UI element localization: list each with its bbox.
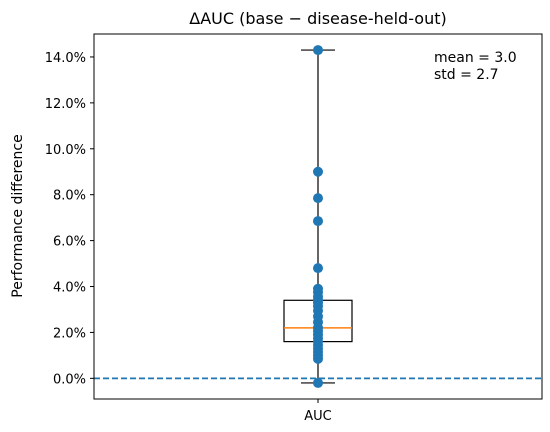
y-tick-label: 0.0% bbox=[53, 372, 86, 387]
data-point bbox=[313, 45, 323, 56]
x-axis-ticks: AUC bbox=[304, 399, 332, 424]
std-annotation: std = 2.7 bbox=[434, 67, 499, 83]
y-tick-label: 14.0% bbox=[45, 51, 86, 66]
data-point bbox=[313, 263, 323, 274]
y-tick-label: 6.0% bbox=[53, 235, 86, 250]
y-axis-ticks: 0.0% 2.0% 4.0% 6.0% 8.0% 10.0% 12.0% 14.0% bbox=[45, 51, 94, 387]
data-point bbox=[313, 216, 323, 227]
y-axis-label: Performance difference bbox=[10, 134, 26, 297]
y-tick-label: 12.0% bbox=[45, 97, 86, 112]
y-tick-label: 2.0% bbox=[53, 326, 86, 341]
x-tick-label: AUC bbox=[304, 409, 332, 424]
data-points bbox=[313, 45, 323, 388]
data-point bbox=[313, 193, 323, 204]
chart-title: ΔAUC (base − disease-held-out) bbox=[189, 9, 446, 28]
y-tick-label: 4.0% bbox=[53, 281, 86, 296]
data-point bbox=[313, 353, 323, 364]
data-point bbox=[313, 377, 323, 388]
y-tick-label: 8.0% bbox=[53, 189, 86, 204]
plot-area-frame bbox=[93, 33, 543, 400]
y-tick-label: 10.0% bbox=[45, 143, 86, 158]
data-point bbox=[313, 166, 323, 177]
mean-annotation: mean = 3.0 bbox=[434, 50, 517, 66]
